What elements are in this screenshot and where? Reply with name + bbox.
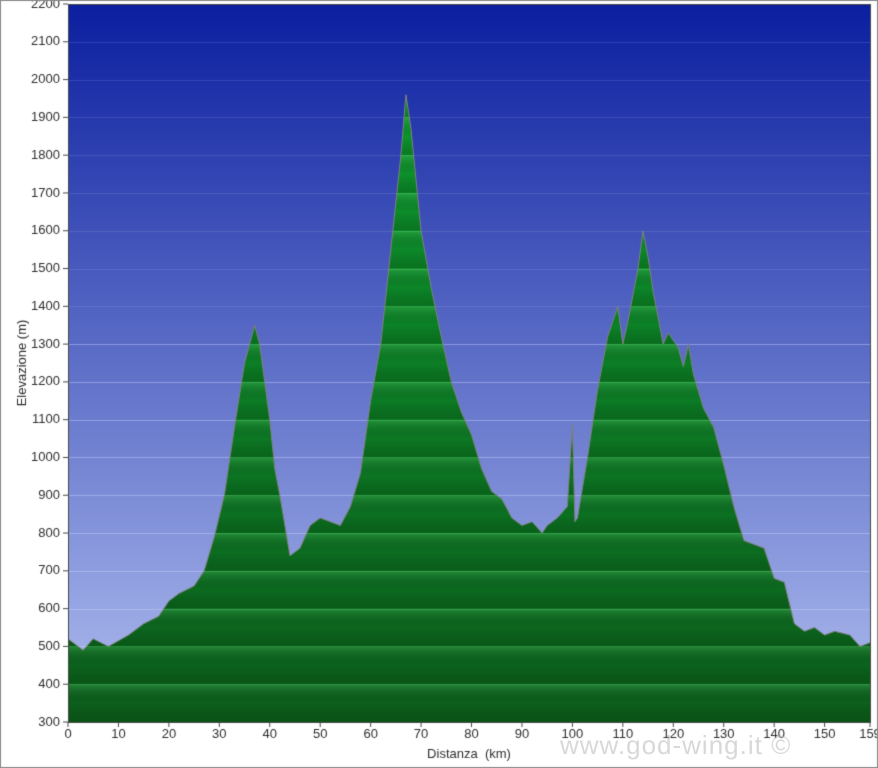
elevation-profile-chart: www.god-wing.it © bbox=[0, 0, 878, 768]
chart-canvas bbox=[0, 0, 878, 768]
